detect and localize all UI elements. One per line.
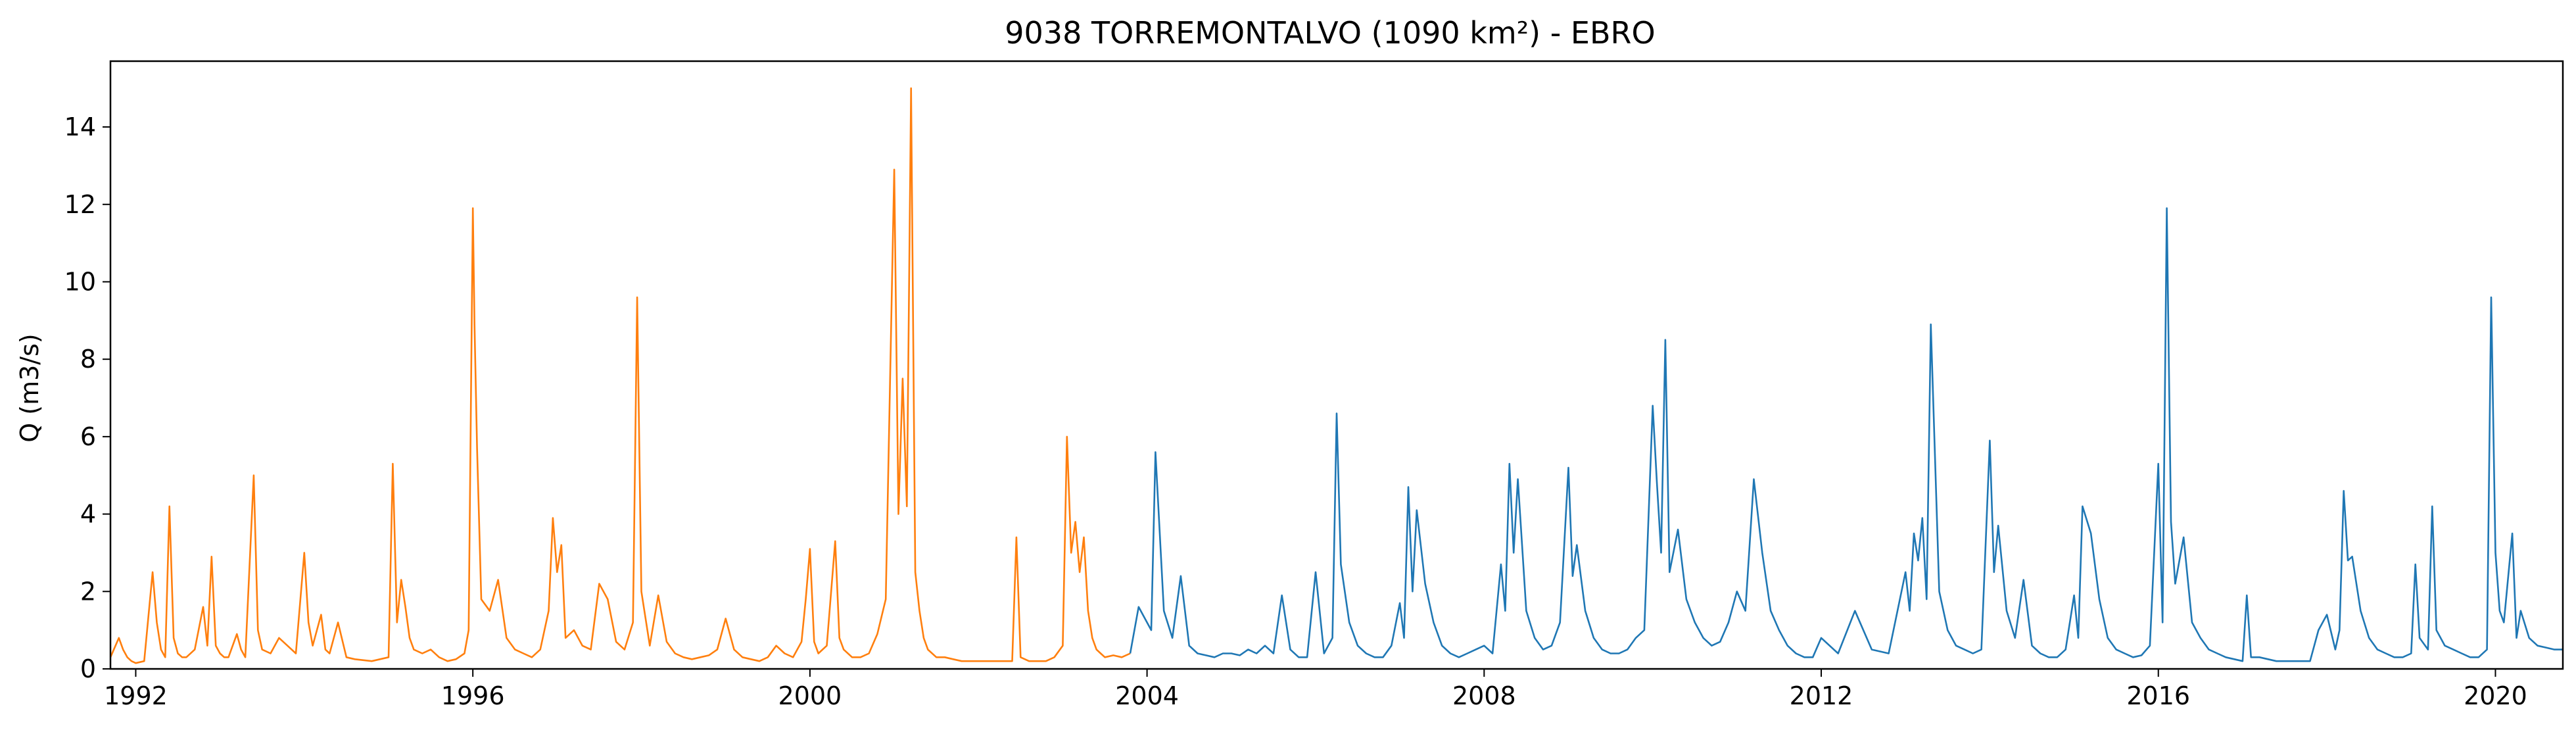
x-tick-label: 2000: [778, 681, 842, 710]
series-layer: [109, 87, 2563, 664]
plot-area: 1992 1996 2000 2004 2008 2012 2016 2020 0 2 4 6 8 10…: [64, 60, 2564, 710]
chart-title: 9038 TORREMONTALVO (1090 km²) - EBRO: [1005, 15, 1655, 51]
x-tick-label: 2012: [1790, 681, 1853, 710]
y-tick-label: 14: [64, 112, 96, 141]
x-tick-label: 2008: [1452, 681, 1516, 710]
series-line-0: [109, 87, 1131, 664]
y-tick-label: 2: [80, 577, 96, 606]
y-axis-label: Q (m3/s): [15, 333, 44, 442]
x-tick-label: 2004: [1115, 681, 1179, 710]
y-tick-label: 12: [64, 190, 96, 219]
y-tick-label: 6: [80, 422, 96, 451]
y-tick-label: 4: [80, 500, 96, 529]
x-tick-label: 2020: [2464, 681, 2527, 710]
y-tick-label: 8: [80, 345, 96, 374]
x-axis: 1992 1996 2000 2004 2008 2012 2016 2020: [104, 669, 2527, 710]
y-tick-label: 0: [80, 654, 96, 683]
y-tick-label: 10: [64, 267, 96, 296]
y-axis: 0 2 4 6 8 10 12 14: [64, 112, 110, 683]
x-tick-label: 2016: [2126, 681, 2190, 710]
series-line-1: [1129, 207, 2563, 662]
x-tick-label: 1996: [441, 681, 505, 710]
x-tick-label: 1992: [104, 681, 168, 710]
plot-frame: [109, 60, 2564, 670]
